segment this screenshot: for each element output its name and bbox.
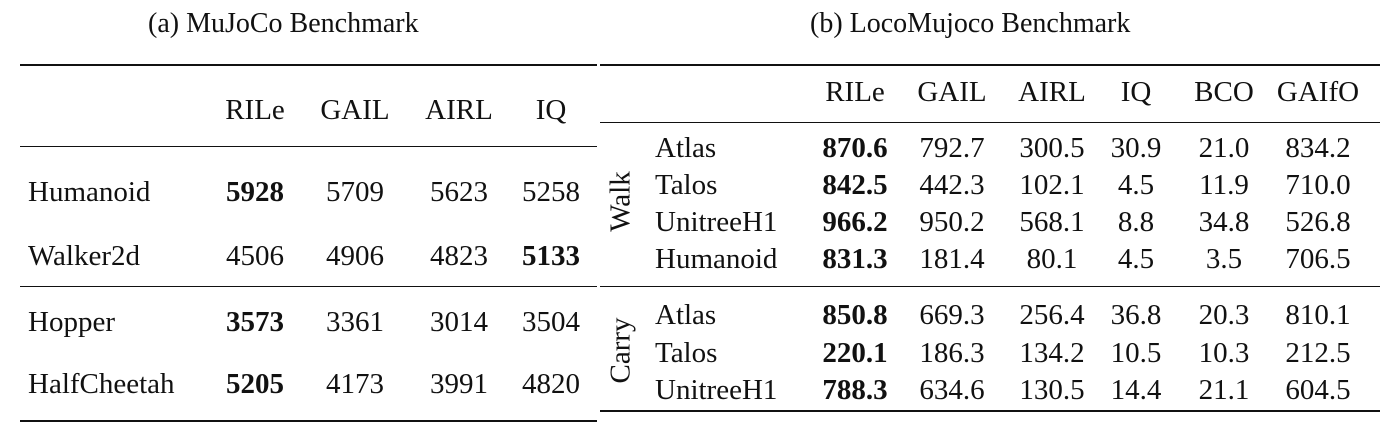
score-cell: 792.7 bbox=[919, 132, 985, 164]
score-cell: 4506 bbox=[226, 240, 284, 272]
score-cell: 3361 bbox=[326, 306, 384, 338]
column-header: GAIL bbox=[320, 94, 390, 126]
group-rule bbox=[600, 286, 1380, 287]
score-cell: 669.3 bbox=[919, 299, 985, 331]
score-cell: 831.3 bbox=[822, 243, 888, 275]
score-cell: 788.3 bbox=[822, 374, 888, 406]
score-cell: 966.2 bbox=[822, 206, 888, 238]
env-name: Atlas bbox=[655, 299, 717, 331]
locomujoco-caption: (b) LocoMujoco Benchmark bbox=[810, 8, 1131, 39]
score-cell: 4820 bbox=[522, 368, 580, 400]
score-cell: 5709 bbox=[326, 176, 384, 208]
score-cell: 568.1 bbox=[1019, 206, 1085, 238]
score-cell: 604.5 bbox=[1285, 374, 1351, 406]
score-cell: 8.8 bbox=[1117, 206, 1155, 238]
score-cell: 810.1 bbox=[1285, 299, 1351, 331]
score-cell: 10.3 bbox=[1198, 337, 1250, 369]
column-header: RILe bbox=[825, 76, 885, 108]
header-rule bbox=[20, 146, 597, 147]
column-header: IQ bbox=[535, 94, 567, 126]
score-cell: 4.5 bbox=[1117, 243, 1155, 275]
score-cell: 5258 bbox=[522, 176, 580, 208]
score-cell: 526.8 bbox=[1285, 206, 1351, 238]
score-cell: 842.5 bbox=[822, 169, 888, 201]
env-name: Atlas bbox=[655, 132, 717, 164]
column-header: IQ bbox=[1120, 76, 1152, 108]
score-cell: 300.5 bbox=[1019, 132, 1085, 164]
score-cell: 21.0 bbox=[1198, 132, 1250, 164]
mid-rule bbox=[20, 286, 597, 287]
column-header: GAIL bbox=[917, 76, 987, 108]
score-cell: 3573 bbox=[226, 306, 284, 338]
group-label: Carry bbox=[604, 316, 637, 384]
score-cell: 870.6 bbox=[822, 132, 888, 164]
score-cell: 710.0 bbox=[1285, 169, 1351, 201]
env-name: HalfCheetah bbox=[28, 368, 175, 400]
score-cell: 850.8 bbox=[822, 299, 888, 331]
score-cell: 11.9 bbox=[1199, 169, 1249, 201]
mujoco-caption: (a) MuJoCo Benchmark bbox=[148, 8, 419, 39]
env-name: Talos bbox=[655, 337, 718, 369]
score-cell: 80.1 bbox=[1026, 243, 1078, 275]
top-rule bbox=[20, 64, 597, 66]
score-cell: 30.9 bbox=[1110, 132, 1162, 164]
column-header: AIRL bbox=[1018, 76, 1086, 108]
env-name: Hopper bbox=[28, 306, 115, 338]
score-cell: 212.5 bbox=[1285, 337, 1351, 369]
score-cell: 4823 bbox=[430, 240, 488, 272]
group-label: Walk bbox=[604, 170, 637, 232]
env-name: Walker2d bbox=[28, 240, 141, 272]
score-cell: 14.4 bbox=[1110, 374, 1162, 406]
score-cell: 5205 bbox=[226, 368, 284, 400]
column-header: AIRL bbox=[425, 94, 493, 126]
score-cell: 102.1 bbox=[1019, 169, 1085, 201]
score-cell: 5623 bbox=[430, 176, 488, 208]
score-cell: 634.6 bbox=[919, 374, 985, 406]
env-name: Humanoid bbox=[28, 176, 151, 208]
score-cell: 4906 bbox=[326, 240, 384, 272]
header-rule bbox=[600, 122, 1380, 123]
score-cell: 134.2 bbox=[1019, 337, 1085, 369]
score-cell: 5928 bbox=[226, 176, 284, 208]
score-cell: 3.5 bbox=[1205, 243, 1243, 275]
score-cell: 834.2 bbox=[1285, 132, 1351, 164]
bottom-rule bbox=[20, 420, 597, 422]
env-name: Humanoid bbox=[655, 243, 778, 275]
column-header: GAIfO bbox=[1276, 76, 1360, 108]
score-cell: 5133 bbox=[522, 240, 580, 272]
column-header: RILe bbox=[225, 94, 285, 126]
score-cell: 4.5 bbox=[1117, 169, 1155, 201]
score-cell: 950.2 bbox=[919, 206, 985, 238]
top-rule bbox=[600, 64, 1380, 66]
score-cell: 3991 bbox=[430, 368, 488, 400]
score-cell: 3504 bbox=[522, 306, 580, 338]
env-name: Talos bbox=[655, 169, 718, 201]
score-cell: 36.8 bbox=[1110, 299, 1162, 331]
score-cell: 442.3 bbox=[919, 169, 985, 201]
score-cell: 20.3 bbox=[1198, 299, 1250, 331]
score-cell: 34.8 bbox=[1198, 206, 1250, 238]
score-cell: 3014 bbox=[430, 306, 488, 338]
score-cell: 220.1 bbox=[822, 337, 888, 369]
score-cell: 10.5 bbox=[1110, 337, 1162, 369]
score-cell: 130.5 bbox=[1019, 374, 1085, 406]
column-header: BCO bbox=[1194, 76, 1254, 108]
score-cell: 186.3 bbox=[919, 337, 985, 369]
score-cell: 256.4 bbox=[1019, 299, 1085, 331]
score-cell: 706.5 bbox=[1285, 243, 1351, 275]
bottom-rule bbox=[600, 410, 1380, 412]
score-cell: 4173 bbox=[326, 368, 384, 400]
score-cell: 21.1 bbox=[1198, 374, 1250, 406]
env-name: UnitreeH1 bbox=[655, 206, 778, 238]
env-name: UnitreeH1 bbox=[655, 374, 778, 406]
score-cell: 181.4 bbox=[919, 243, 985, 275]
